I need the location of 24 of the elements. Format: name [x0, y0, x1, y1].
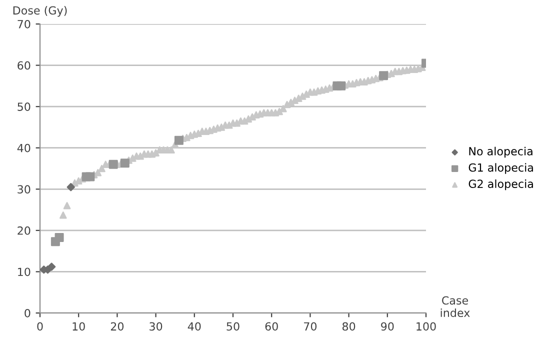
y-tick-label: 50: [18, 102, 30, 111]
y-tick-label: 20: [18, 226, 30, 235]
y-axis-title: Dose (Gy): [13, 6, 67, 17]
x-tick-label: 20: [110, 322, 124, 331]
x-tick-label: 70: [304, 322, 317, 331]
legend-label: G2 alopecia: [468, 179, 533, 190]
x-tick-label: 30: [150, 322, 162, 331]
x-tick-label: 10: [72, 322, 85, 331]
x-tick-label: 90: [381, 322, 394, 331]
y-tick-label: 0: [24, 308, 30, 318]
y-tick-label: 30: [18, 185, 30, 194]
legend-label: No alopecia: [469, 146, 532, 158]
x-axis-title: Case index: [440, 296, 470, 318]
x-tick-label: 0: [37, 322, 43, 331]
x-tick-label: 80: [342, 322, 356, 331]
x-tick-label: 40: [188, 322, 201, 331]
y-tick-label: 60: [18, 61, 30, 70]
x-tick-label: 50: [226, 322, 240, 331]
y-tick-label: 10: [18, 268, 30, 276]
y-tick-label: 40: [17, 144, 30, 152]
legend-label: G1 alopecia: [468, 163, 533, 174]
y-tick-label: 70: [18, 20, 30, 28]
x-tick-label: 100: [416, 322, 436, 331]
x-tick-label: 60: [265, 322, 278, 331]
